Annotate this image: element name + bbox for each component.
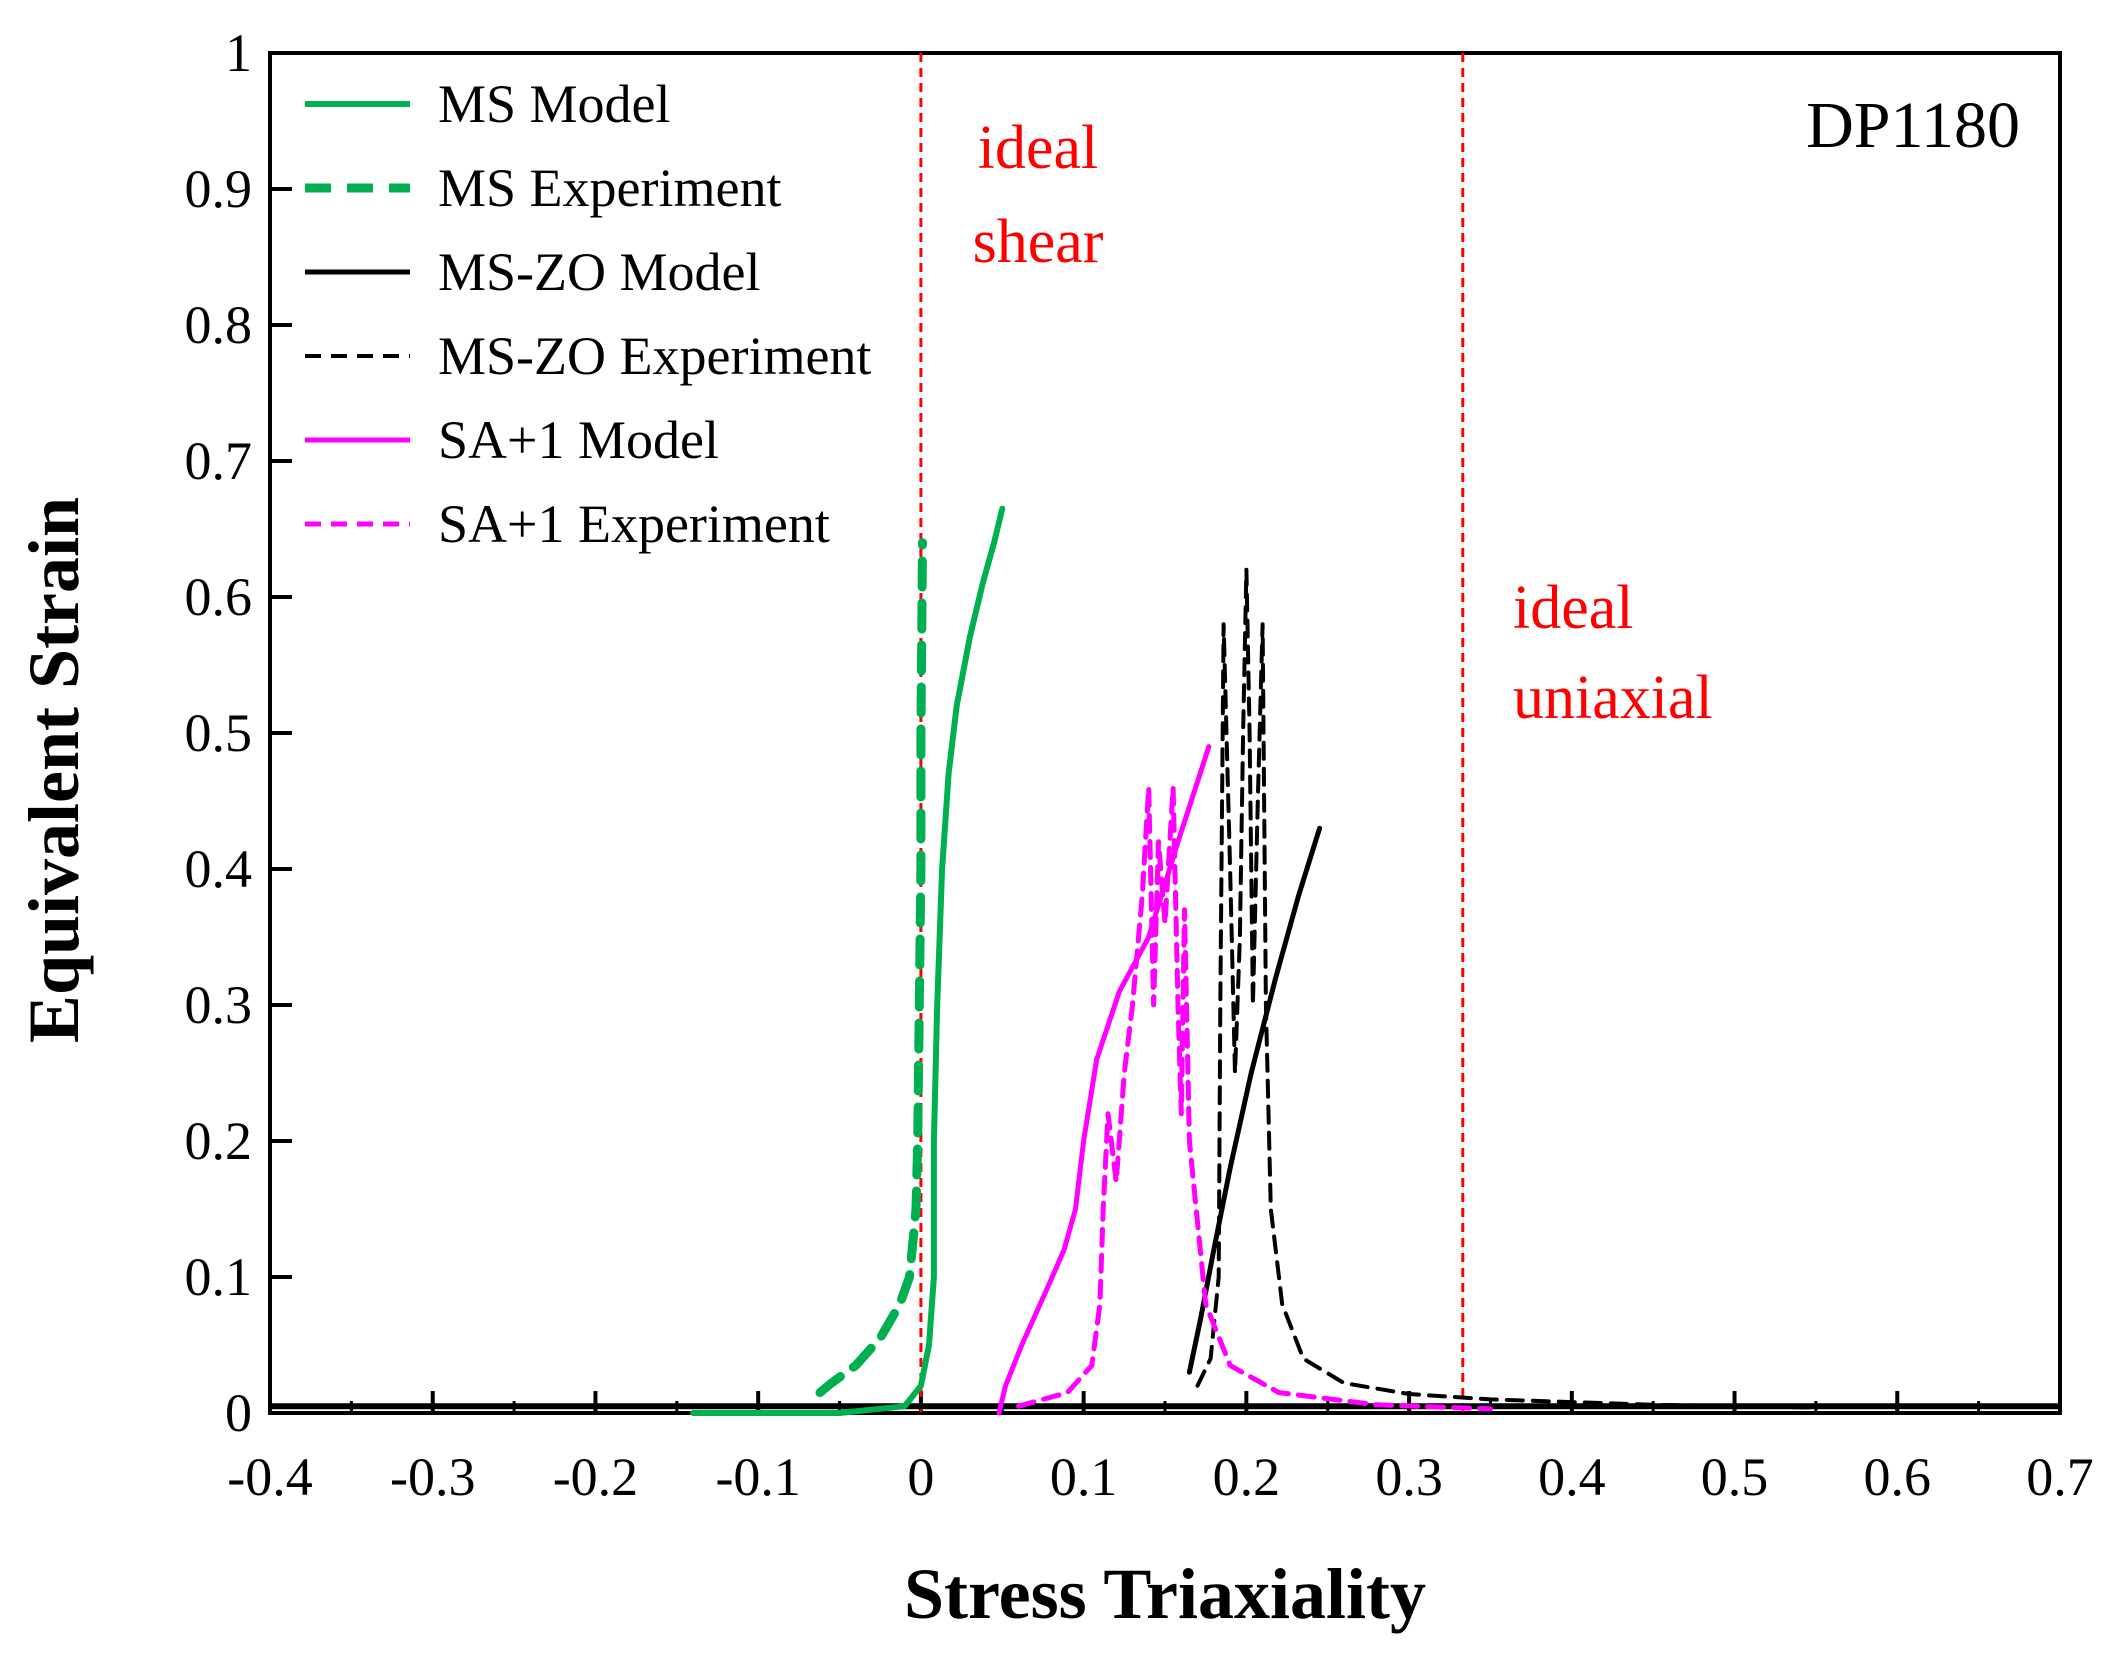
x-tick-label-7: 0.3 — [1375, 1447, 1443, 1507]
x-tick-label-2: -0.2 — [553, 1447, 638, 1507]
series-ms-experiment — [815, 538, 927, 1398]
legend-label-5: SA+1 Experiment — [438, 494, 830, 554]
x-tick-label-11: 0.7 — [2026, 1447, 2094, 1507]
legend-label-3: MS-ZO Experiment — [438, 326, 871, 386]
series-group — [270, 505, 2060, 1416]
series-ms-zo-experiment — [1195, 567, 1818, 1410]
legend-label-0: MS Model — [438, 74, 671, 134]
y-tick-label-0: 0 — [225, 1383, 252, 1443]
series-ms-model — [690, 505, 1006, 1416]
legend-label-4: SA+1 Model — [438, 410, 719, 470]
y-tick-label-2: 0.2 — [185, 1111, 253, 1171]
y-tick-label-6: 0.6 — [185, 567, 253, 627]
annotation-ideal-shear-line1: ideal — [978, 114, 1099, 182]
x-tick-label-3: -0.1 — [715, 1447, 800, 1507]
annotation-ideal-uniaxial-line1: ideal — [1513, 574, 1634, 642]
annotation-ideal-uniaxial-line2: uniaxial — [1513, 664, 1713, 732]
y-axis-title: Equivalent Strain — [14, 497, 94, 1043]
chart-tag: DP1180 — [1806, 89, 2020, 162]
x-tick-label-10: 0.6 — [1864, 1447, 1932, 1507]
x-axis-title: Stress Triaxiality — [904, 1554, 1426, 1634]
y-tick-label-5: 0.5 — [185, 703, 253, 763]
series-ms-zo-model — [1186, 825, 1323, 1375]
legend-label-2: MS-ZO Model — [438, 242, 761, 302]
legend: MS Model MS Experiment MS-ZO Model MS-ZO Ex… — [305, 74, 871, 554]
x-tick-label-9: 0.5 — [1701, 1447, 1769, 1507]
y-tick-label-10: 1 — [225, 23, 252, 83]
x-tick-label-1: -0.3 — [390, 1447, 475, 1507]
series-sa-1-experiment — [1016, 784, 1493, 1412]
y-tick-label-4: 0.4 — [185, 839, 253, 899]
y-tick-label-8: 0.8 — [185, 295, 253, 355]
y-tick-label-3: 0.3 — [185, 975, 253, 1035]
legend-label-1: MS Experiment — [438, 158, 781, 218]
x-tick-label-5: 0.1 — [1050, 1447, 1118, 1507]
y-tick-label-7: 0.7 — [185, 431, 253, 491]
axis-ticks: -0.4 -0.3 -0.2 -0.1 0 0.1 0.2 0.3 0.4 0.5 0.6 0.7 0 0… — [185, 23, 2094, 1507]
x-tick-label-6: 0.2 — [1213, 1447, 1281, 1507]
x-tick-label-4: 0 — [907, 1447, 934, 1507]
x-tick-label-0: -0.4 — [227, 1447, 312, 1507]
annotation-ideal-shear-line2: shear — [973, 208, 1104, 276]
y-tick-label-1: 0.1 — [185, 1247, 253, 1307]
plot-area — [268, 51, 2062, 1415]
x-tick-label-8: 0.4 — [1538, 1447, 1606, 1507]
y-tick-label-9: 0.9 — [185, 159, 253, 219]
